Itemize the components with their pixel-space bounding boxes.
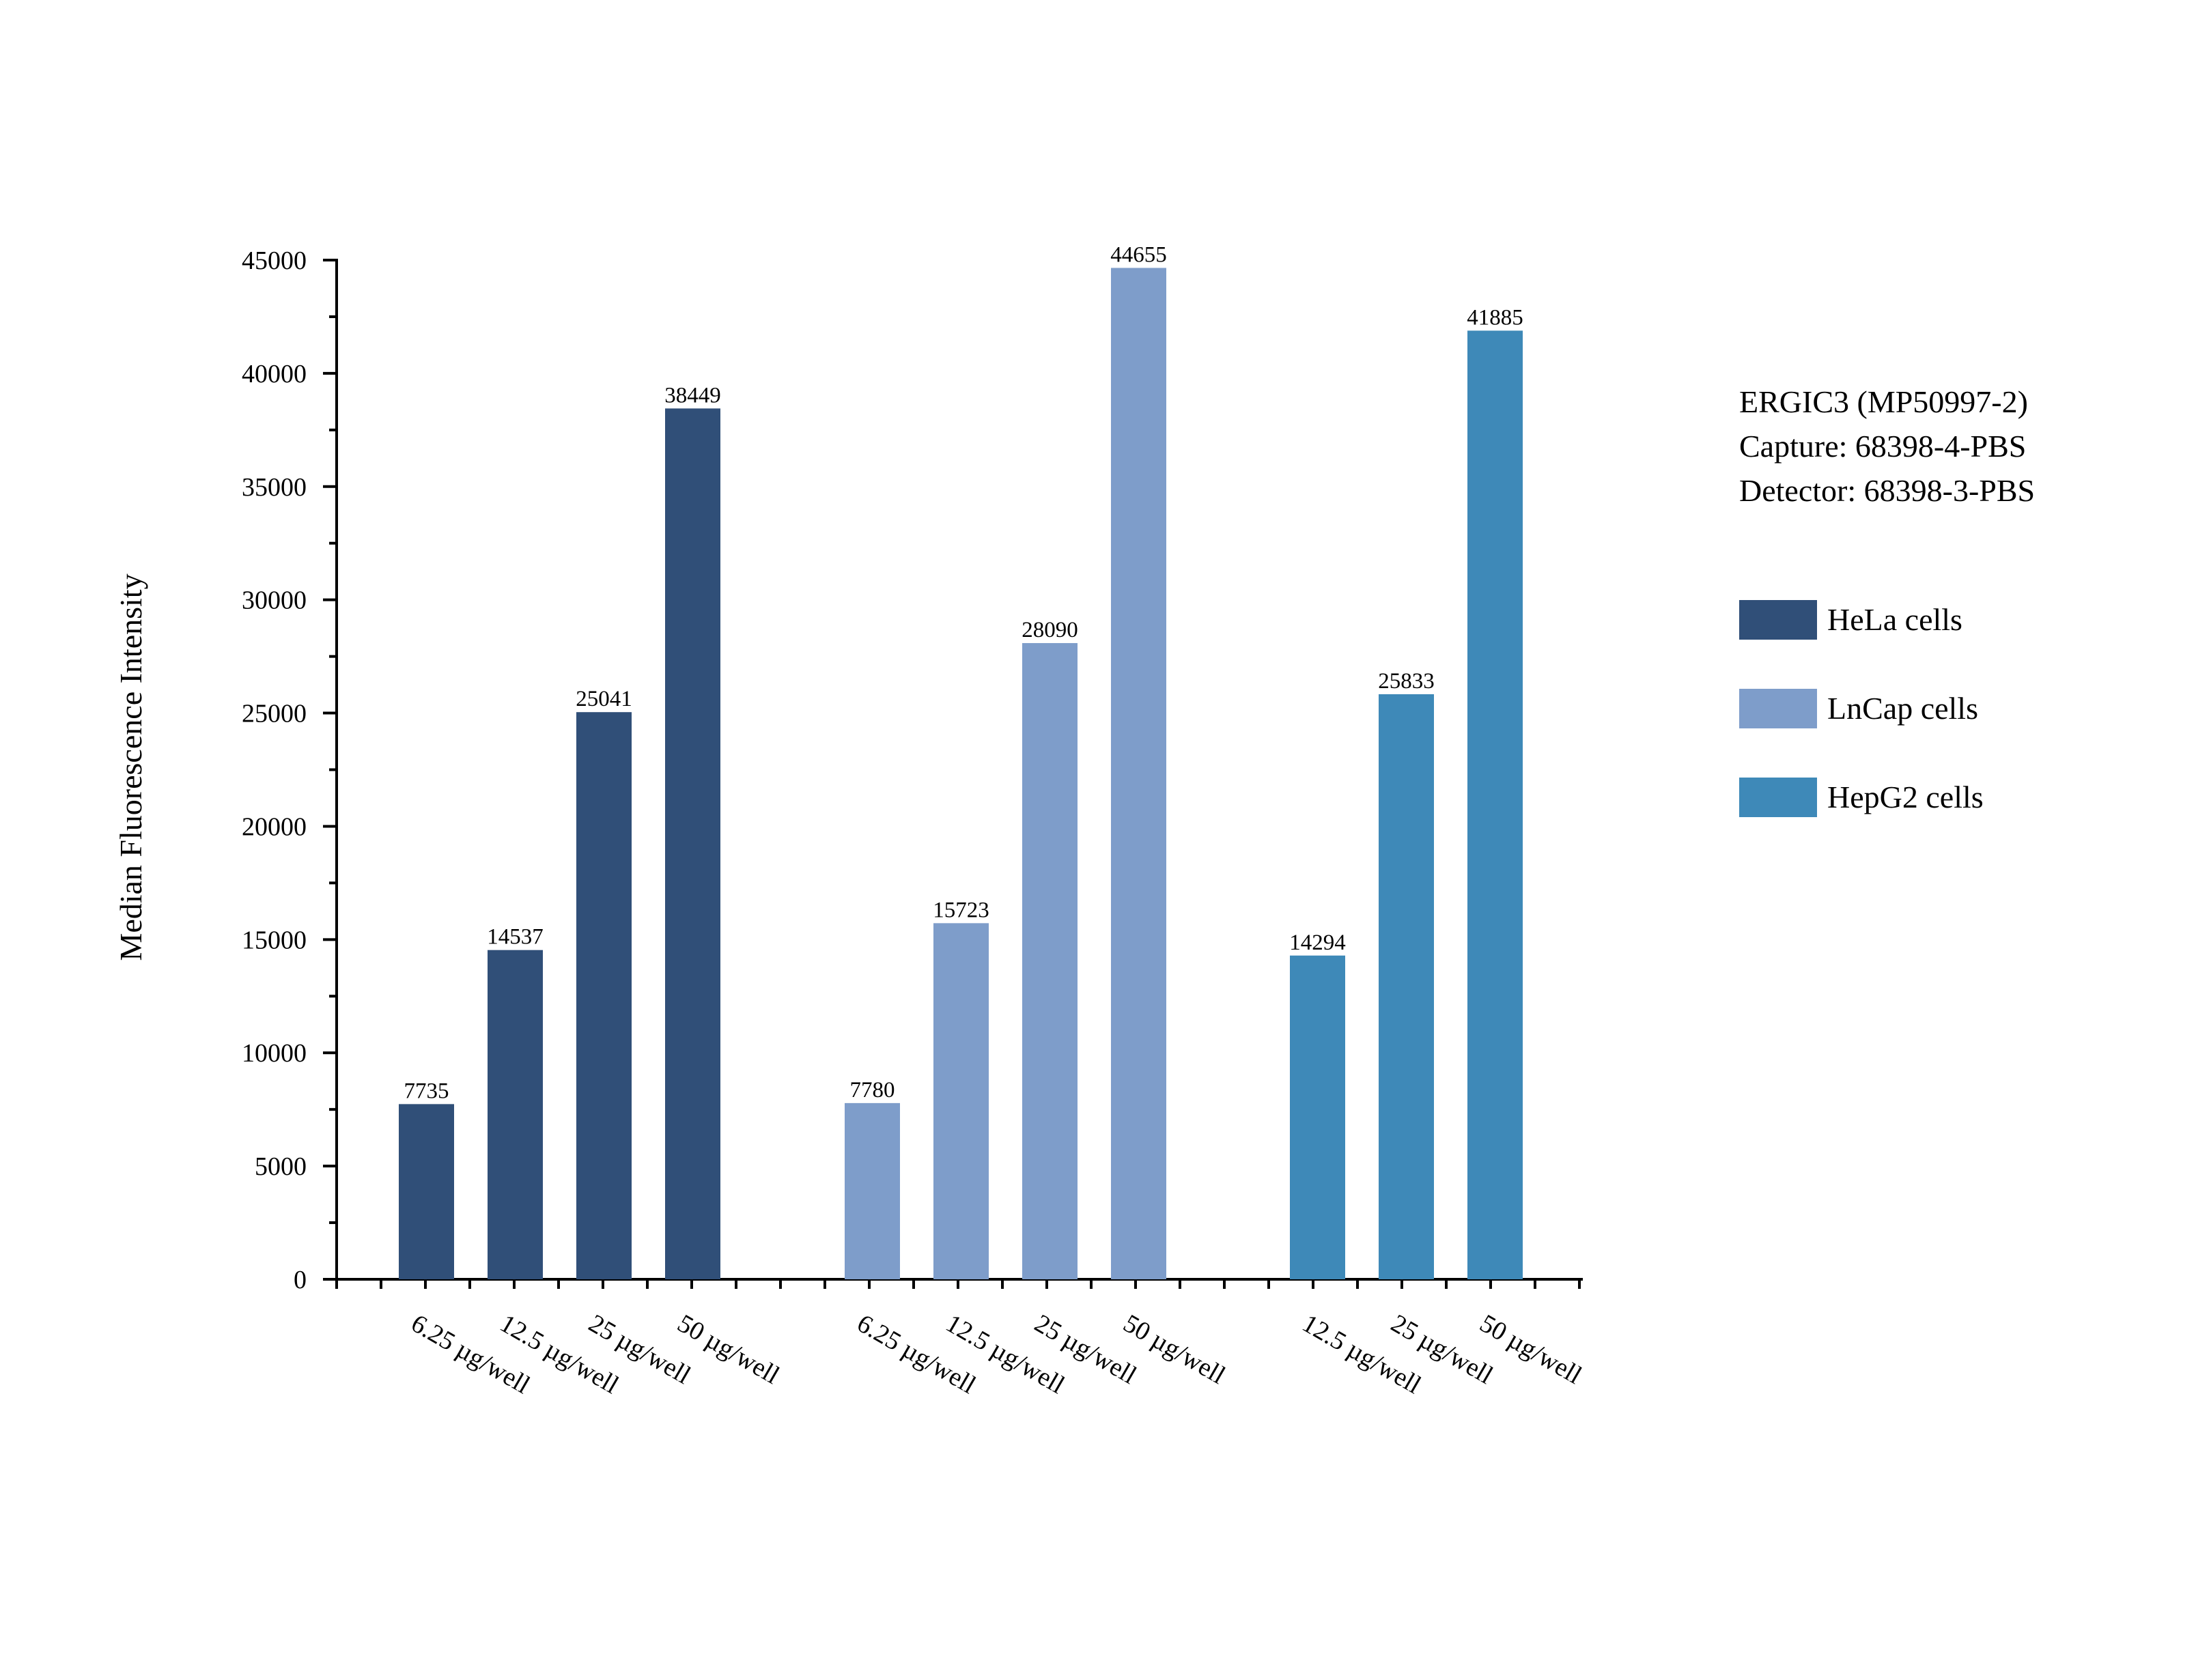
legend-swatch [1739,600,1817,640]
y-tick-label: 20000 [242,812,307,841]
data-label: 28090 [1022,618,1078,642]
data-label: 25041 [576,687,632,711]
y-tick-label: 40000 [242,360,307,388]
legend-swatch [1739,689,1817,728]
data-label: 7735 [404,1079,449,1103]
y-tick-label: 0 [294,1266,307,1294]
category-label: 50 µg/well [673,1309,784,1390]
bar [1290,955,1345,1279]
legend: HeLa cells LnCap cells HepG2 cells [1739,600,1984,817]
bar [933,923,989,1279]
bar [665,408,720,1279]
bar [1022,643,1078,1279]
y-axis-title: Median Fluorescence Intensity [113,573,148,960]
legend-label: HeLa cells [1827,602,1962,637]
data-label: 38449 [664,383,721,408]
info-line: Capture: 68398-4-PBS [1739,429,2026,464]
y-tick-label: 5000 [255,1152,307,1181]
category-label: 50 µg/well [1475,1309,1586,1390]
data-label: 14294 [1289,930,1346,955]
legend-label: LnCap cells [1827,691,1978,726]
y-tick-label: 35000 [242,473,307,502]
legend-label: HepG2 cells [1827,780,1984,814]
bar [399,1104,454,1279]
y-tick-label: 25000 [242,700,307,728]
bar [845,1102,900,1279]
category-label: 50 µg/well [1118,1309,1230,1390]
data-label: 7780 [850,1078,895,1102]
data-label: 14537 [487,925,544,950]
data-label: 41885 [1467,305,1523,330]
info-line: ERGIC3 (MP50997-2) [1739,384,2028,419]
bar [576,712,632,1279]
legend-swatch [1739,778,1817,817]
data-label: 25833 [1378,669,1435,694]
chart-info: ERGIC3 (MP50997-2) Capture: 68398-4-PBS De… [1739,384,2035,508]
y-tick-label: 15000 [242,926,307,954]
y-tick-label: 10000 [242,1039,307,1068]
bar [1111,268,1166,1280]
data-label: 44655 [1110,242,1167,267]
data-label: 15723 [933,898,989,922]
axes: 0 5000 10000 15000 20000 25000 30000 35000 40000… [242,246,1583,1294]
y-tick-label: 30000 [242,586,307,615]
y-tick-label: 45000 [242,246,307,275]
bar [488,950,543,1279]
bar [1379,694,1434,1279]
bar [1467,330,1523,1280]
info-line: Detector: 68398-3-PBS [1739,473,2035,508]
